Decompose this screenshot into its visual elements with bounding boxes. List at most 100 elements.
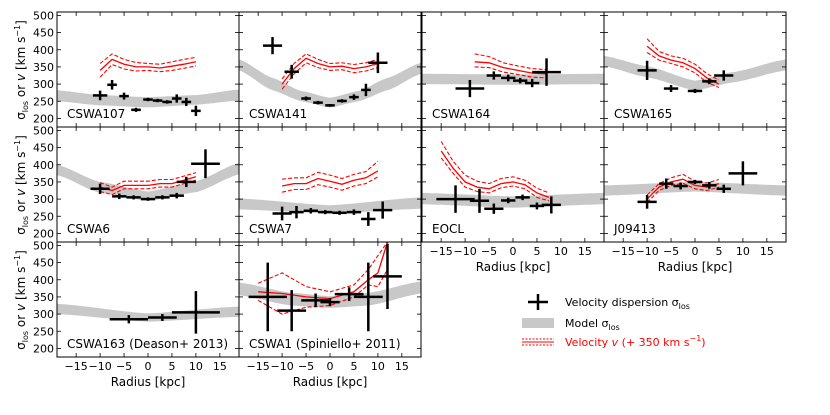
legend-velocity-swatch: [522, 338, 554, 346]
panel-title: CSWA6: [67, 222, 110, 236]
model-band: [57, 303, 239, 322]
dispersion-point: [353, 262, 383, 332]
dispersion-point: [301, 293, 330, 308]
velocity-lower-line: [99, 179, 197, 196]
velocity-upper-line: [99, 53, 196, 65]
x-tick-label: 10: [736, 245, 750, 258]
velocity-upper-line: [474, 53, 547, 71]
dispersion-point: [728, 161, 758, 186]
dispersion-point: [524, 78, 540, 88]
y-tick-label: 350: [33, 61, 54, 74]
dispersion-point: [346, 209, 362, 215]
velocity-upper-line: [646, 38, 720, 81]
y-tick-label: 250: [33, 210, 54, 223]
dispersion-point: [637, 60, 657, 80]
y-axis-label-row-3: σlos or v [km s−1]: [13, 250, 30, 350]
velocity-lower-line: [474, 66, 547, 79]
y-tick-label: 500: [33, 239, 54, 252]
y-axis-label-row-2: σlos or v [km s−1]: [13, 135, 30, 235]
panel-title: EOCL: [432, 222, 464, 236]
x-tick-label: −15: [65, 360, 88, 373]
dispersion-point: [272, 206, 292, 221]
dispersion-point: [325, 104, 335, 107]
panel-plot-area: [239, 242, 421, 332]
dispersion-point: [152, 98, 163, 103]
legend-dispersion-marker: [528, 294, 548, 310]
velocity-upper-line: [281, 53, 379, 80]
x-tick-label: 0: [692, 245, 699, 258]
dispersion-point: [191, 105, 201, 117]
panel-cswa141: CSWA141: [238, 11, 422, 128]
svg-text:σlos or v [km s−1]: σlos or v [km s−1]: [13, 135, 30, 235]
dispersion-point: [248, 262, 287, 332]
model-band: [422, 73, 604, 85]
dispersion-point: [289, 205, 304, 219]
panel-title: CSWA163 (Deason+ 2013): [67, 337, 228, 351]
velocity-lower-line: [440, 157, 550, 202]
y-axis-label-row-1: σlos or v [km s−1]: [13, 20, 30, 120]
dispersion-point: [155, 195, 170, 200]
dispersion-point: [262, 37, 283, 55]
x-tick-label: 0: [327, 360, 334, 373]
velocity-upper-line: [282, 160, 379, 180]
dispersion-point: [484, 203, 504, 214]
x-axis-label: Radius [kpc]: [476, 260, 551, 274]
dispersion-point: [284, 64, 299, 79]
y-tick-label: 400: [33, 44, 54, 57]
dispersion-point: [332, 210, 347, 215]
dispersion-point: [361, 212, 376, 226]
legend-model-swatch: [522, 318, 554, 328]
x-tick-label: 0: [510, 245, 517, 258]
dispersion-point: [109, 315, 148, 324]
velocity-lower-line: [646, 182, 720, 203]
model-band: [239, 59, 421, 108]
panel-plot-area: [239, 37, 421, 108]
y-tick-label: 450: [33, 27, 54, 40]
dispersion-point: [107, 79, 117, 90]
velocity-lower-line: [281, 62, 379, 90]
velocity-line: [646, 45, 720, 85]
panel-cswa1-spiniello-2011: −15 −10 −5 0 5 10 15 Radius [kpc] CSWA1 (Spiniel…: [238, 241, 422, 389]
x-tick-label: 10: [189, 360, 203, 373]
x-tick-label: −15: [247, 360, 270, 373]
y-tick-label: 400: [33, 274, 54, 287]
panel-eocl: −15 −10 −5 0 5 10 15 Radius [kpc] EOCL: [421, 126, 605, 274]
legend-model-label: Model σlos: [565, 317, 620, 332]
x-axis-label: Radius [kpc]: [111, 375, 186, 389]
x-tick-label: 5: [350, 360, 357, 373]
dispersion-point: [112, 193, 127, 200]
velocity-upper-line: [646, 173, 720, 196]
velocity-lower-line: [281, 176, 379, 193]
dispersion-point: [143, 97, 153, 102]
x-tick-label: −10: [270, 360, 293, 373]
panel-cswa6: 200 250 300 350 400 450 500 CSWA6: [33, 124, 240, 243]
x-tick-label: −5: [116, 360, 132, 373]
dispersion-point: [191, 149, 220, 179]
velocity-upper-line: [440, 141, 550, 194]
dispersion-point: [702, 181, 717, 189]
y-tick-label: 350: [33, 291, 54, 304]
y-tick-label: 250: [33, 325, 54, 338]
dispersion-point: [687, 179, 703, 184]
dispersion-point: [148, 314, 177, 321]
dispersion-point: [687, 88, 703, 94]
svg-text:σlos or v [km s−1]: σlos or v [km s−1]: [13, 250, 30, 350]
x-tick-label: 5: [533, 245, 540, 258]
dispersion-point: [126, 195, 141, 200]
y-tick-label: 400: [33, 159, 54, 172]
x-axis-label: Radius [kpc]: [293, 375, 368, 389]
dispersion-point: [90, 183, 110, 194]
x-tick-label: 10: [371, 360, 385, 373]
legend: Velocity dispersion σlos Model σlos Velo…: [522, 294, 706, 349]
dispersion-point: [176, 176, 196, 188]
y-tick-label: 300: [33, 193, 54, 206]
x-tick-label: −5: [298, 360, 314, 373]
dispersion-point: [455, 79, 485, 98]
y-tick-label: 200: [33, 342, 54, 355]
y-tick-label: 500: [33, 124, 54, 137]
svg-text:σlos or v [km s−1]: σlos or v [km s−1]: [13, 20, 30, 120]
panel-title: CSWA164: [432, 107, 490, 121]
dispersion-point: [162, 100, 172, 104]
dispersion-point: [320, 297, 340, 307]
